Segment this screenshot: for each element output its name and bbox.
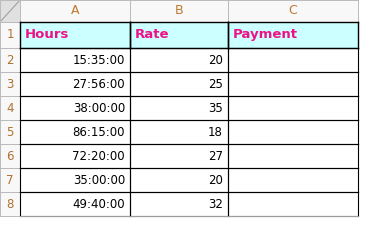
Text: 15:35:00: 15:35:00 <box>73 53 125 67</box>
Text: 5: 5 <box>6 125 14 139</box>
Bar <box>20 22 130 48</box>
Bar <box>130 168 228 192</box>
Bar <box>0 48 20 72</box>
Bar <box>0 144 20 168</box>
Text: 7: 7 <box>6 174 14 186</box>
Bar <box>0 168 20 192</box>
Bar <box>20 96 130 120</box>
Bar <box>228 144 358 168</box>
Bar <box>0 72 20 96</box>
Bar <box>228 192 358 216</box>
Text: 6: 6 <box>6 149 14 163</box>
Text: 27: 27 <box>208 149 223 163</box>
Text: 2: 2 <box>6 53 14 67</box>
Text: 32: 32 <box>208 198 223 210</box>
Bar <box>228 120 358 144</box>
Bar <box>130 192 228 216</box>
Text: 86:15:00: 86:15:00 <box>73 125 125 139</box>
Bar <box>20 120 130 144</box>
Bar <box>20 192 130 216</box>
Bar <box>228 22 358 48</box>
Text: A: A <box>71 5 79 17</box>
Text: C: C <box>289 5 297 17</box>
Bar <box>228 96 358 120</box>
Text: 1: 1 <box>6 28 14 42</box>
Text: 35: 35 <box>208 102 223 114</box>
Bar <box>0 120 20 144</box>
Text: 4: 4 <box>6 102 14 114</box>
Text: 18: 18 <box>208 125 223 139</box>
Bar <box>228 168 358 192</box>
Bar <box>130 72 228 96</box>
Bar <box>0 22 20 48</box>
Bar <box>130 0 228 22</box>
Text: Rate: Rate <box>135 28 170 42</box>
Text: B: B <box>175 5 183 17</box>
Bar <box>0 0 20 22</box>
Bar <box>20 48 130 72</box>
Bar <box>130 120 228 144</box>
Bar <box>130 22 228 48</box>
Text: 20: 20 <box>208 53 223 67</box>
Bar <box>130 48 228 72</box>
Bar <box>228 48 358 72</box>
Text: 49:40:00: 49:40:00 <box>73 198 125 210</box>
Bar <box>228 0 358 22</box>
Text: 25: 25 <box>208 78 223 90</box>
Bar <box>0 192 20 216</box>
Text: Payment: Payment <box>233 28 298 42</box>
Text: 38:00:00: 38:00:00 <box>73 102 125 114</box>
Text: 72:20:00: 72:20:00 <box>73 149 125 163</box>
Text: Hours: Hours <box>25 28 69 42</box>
Bar <box>20 168 130 192</box>
Bar <box>20 0 130 22</box>
Bar <box>228 72 358 96</box>
Text: 20: 20 <box>208 174 223 186</box>
Text: 8: 8 <box>6 198 14 210</box>
Bar <box>20 72 130 96</box>
Bar <box>20 144 130 168</box>
Bar <box>0 96 20 120</box>
Text: 35:00:00: 35:00:00 <box>73 174 125 186</box>
Bar <box>130 96 228 120</box>
Text: 3: 3 <box>6 78 14 90</box>
Text: 27:56:00: 27:56:00 <box>73 78 125 90</box>
Bar <box>130 144 228 168</box>
